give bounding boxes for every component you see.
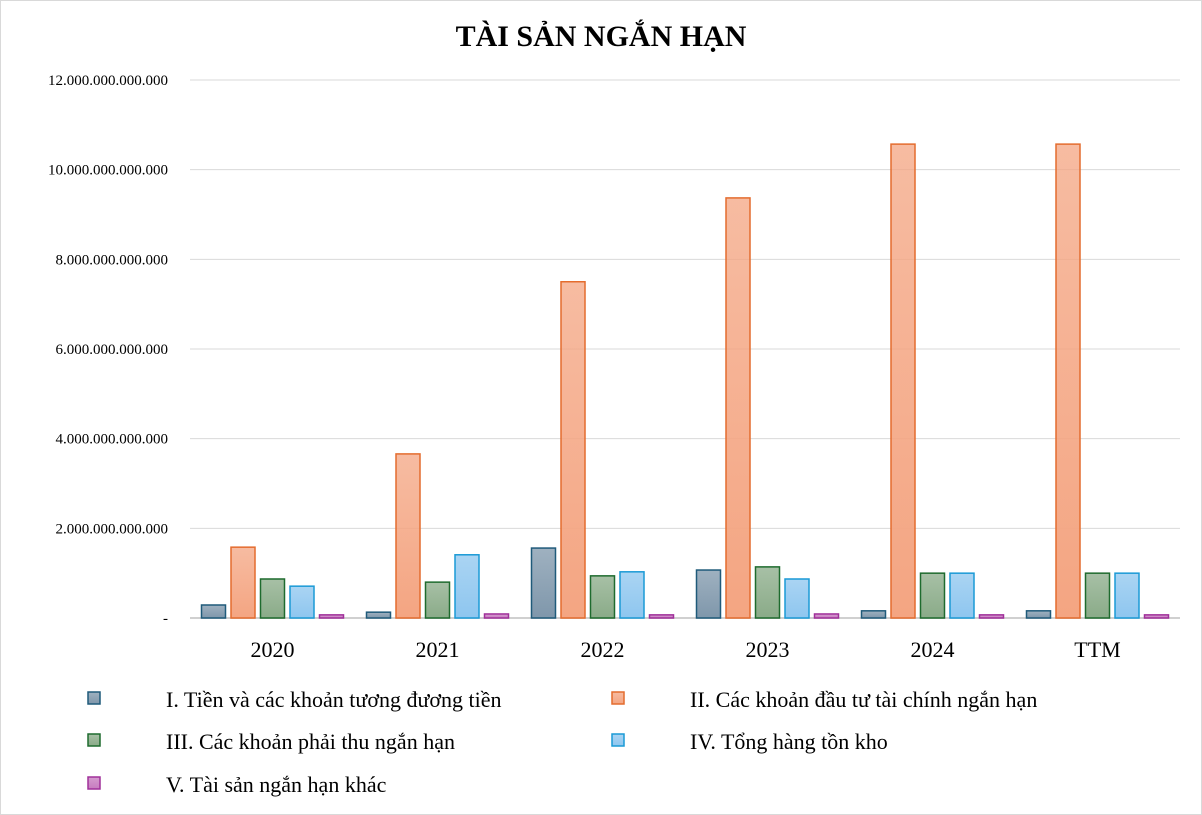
bar [454,554,480,619]
bar [978,614,1005,619]
y-tick-label: 6.000.000.000.000 [56,342,169,358]
legend-label: III. Các khoản phải thu ngắn hạn [166,729,455,754]
bar [1084,572,1111,619]
bar [365,611,392,619]
bar [230,546,256,619]
bar [589,575,616,619]
y-tick-label: 10.000.000.000.000 [48,163,168,179]
bar [424,581,451,619]
bar [530,547,557,619]
bar [648,614,675,619]
bar [695,569,722,619]
bar [483,613,510,619]
legend-swatch [87,776,101,790]
legend-label: I. Tiền và các khoản tương đương tiền [166,687,502,712]
x-tick-label: 2021 [416,637,460,662]
x-tick-label: 2020 [251,637,295,662]
y-tick-label: 8.000.000.000.000 [56,252,169,268]
bar [289,585,315,619]
bar [1143,614,1170,619]
legend-label: V. Tài sản ngắn hạn khác [166,772,387,797]
legend-swatch [611,691,625,705]
bar [1025,610,1052,619]
chart-title: TÀI SẢN NGẮN HẠN [456,19,747,53]
bar [890,143,916,619]
bar [318,614,345,619]
bar [200,604,227,619]
bar [259,578,286,619]
x-tick-label: 2022 [581,637,625,662]
x-tick-label: 2023 [746,637,790,662]
legend-label: II. Các khoản đầu tư tài chính ngắn hạn [690,687,1037,712]
bar [560,281,586,619]
bar [1114,572,1140,619]
legend-swatch [611,733,625,747]
bar [395,453,421,619]
legend-swatch [87,733,101,747]
bar [754,566,781,619]
bar [784,578,810,619]
y-tick-label: 4.000.000.000.000 [56,432,169,448]
bar [860,610,887,619]
x-tick-label: 2024 [911,637,955,662]
y-tick-label: 2.000.000.000.000 [56,521,169,537]
bar [725,197,751,619]
bar [949,572,975,619]
bar [619,571,645,619]
x-tick-label: TTM [1074,637,1120,662]
legend-label: IV. Tổng hàng tồn kho [690,729,888,754]
bar [813,613,840,619]
legend-swatch [87,691,101,705]
y-tick-label: - [163,611,168,627]
bar [919,572,946,619]
y-tick-label: 12.000.000.000.000 [48,73,168,89]
bar [1055,143,1081,619]
